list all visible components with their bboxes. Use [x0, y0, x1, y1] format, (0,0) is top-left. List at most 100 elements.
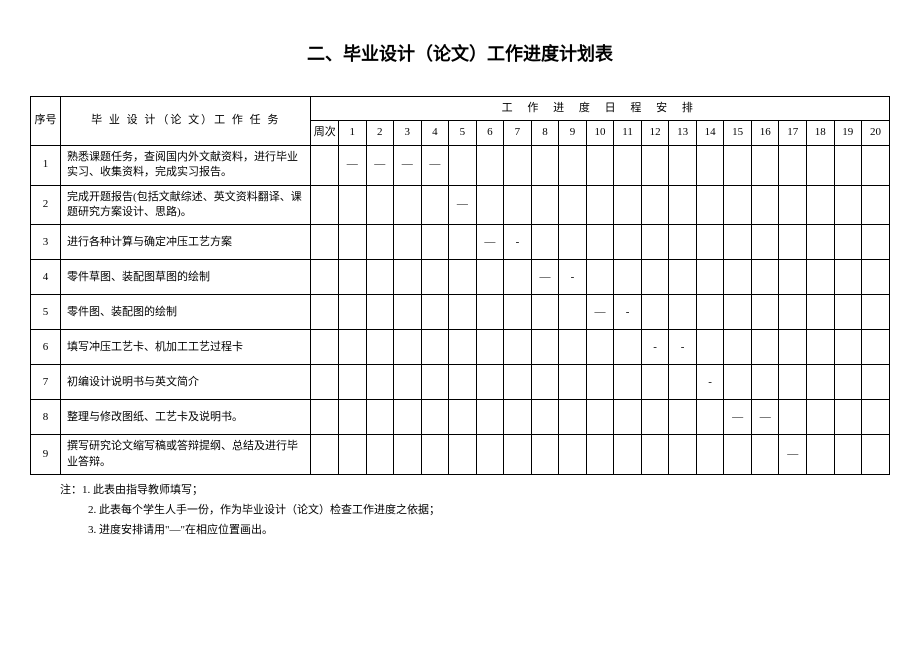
header-week-number: 3	[394, 121, 422, 145]
cell-mark	[807, 260, 835, 295]
cell-mark	[476, 295, 504, 330]
cell-mark	[834, 295, 862, 330]
note-line: 3. 进度安排请用"—"在相应位置画出。	[60, 521, 890, 541]
table-row: 3进行各种计算与确定冲压工艺方案—-	[31, 225, 890, 260]
cell-mark	[559, 295, 587, 330]
cell-mark	[421, 435, 449, 475]
cell-mark	[724, 260, 752, 295]
cell-mark	[559, 225, 587, 260]
page-title: 二、毕业设计（论文）工作进度计划表	[30, 40, 890, 66]
cell-mark	[696, 260, 724, 295]
cell-mark	[807, 400, 835, 435]
cell-mark	[614, 365, 642, 400]
cell-mark	[366, 295, 394, 330]
cell-mark	[862, 330, 890, 365]
cell-mark	[724, 185, 752, 225]
cell-mark	[531, 365, 559, 400]
cell-mark	[366, 260, 394, 295]
header-week-number: 17	[779, 121, 807, 145]
header-week-number: 5	[449, 121, 477, 145]
cell-mark	[394, 260, 422, 295]
cell-mark	[449, 330, 477, 365]
cell-mark: -	[559, 260, 587, 295]
cell-mark	[751, 225, 779, 260]
cell-mark	[449, 295, 477, 330]
cell-mark	[421, 330, 449, 365]
cell-mark	[421, 260, 449, 295]
cell-mark	[779, 400, 807, 435]
cell-seq: 8	[31, 400, 61, 435]
cell-mark	[696, 400, 724, 435]
table-row: 1熟悉课题任务，查阅国内外文献资料，进行毕业实习、收集资料，完成实习报告。———…	[31, 145, 890, 185]
cell-task: 撰写研究论文缩写稿或答辩提纲、总结及进行毕业答辩。	[61, 435, 311, 475]
cell-mark	[366, 365, 394, 400]
cell-mark: —	[366, 145, 394, 185]
cell-mark	[559, 435, 587, 475]
cell-mark	[476, 185, 504, 225]
cell-seq: 4	[31, 260, 61, 295]
cell-mark: —	[394, 145, 422, 185]
cell-mark	[862, 145, 890, 185]
cell-weeklabel-blank	[311, 435, 339, 475]
cell-mark	[779, 365, 807, 400]
cell-seq: 9	[31, 435, 61, 475]
header-week-number: 16	[751, 121, 779, 145]
cell-mark	[504, 365, 532, 400]
cell-mark	[394, 225, 422, 260]
header-week-number: 13	[669, 121, 697, 145]
cell-mark	[504, 145, 532, 185]
cell-task: 熟悉课题任务，查阅国内外文献资料，进行毕业实习、收集资料，完成实习报告。	[61, 145, 311, 185]
schedule-table: 序号 毕 业 设 计（论 文）工 作 任 务 工 作 进 度 日 程 安 排 周…	[30, 96, 890, 475]
cell-mark	[862, 185, 890, 225]
cell-mark	[641, 185, 669, 225]
cell-mark	[421, 185, 449, 225]
cell-mark: -	[696, 365, 724, 400]
cell-mark	[531, 145, 559, 185]
cell-mark	[669, 435, 697, 475]
cell-mark	[751, 365, 779, 400]
header-week-number: 12	[641, 121, 669, 145]
cell-mark: -	[504, 225, 532, 260]
cell-task: 完成开题报告(包括文献综述、英文资料翻译、课题研究方案设计、思路)。	[61, 185, 311, 225]
header-week-number: 8	[531, 121, 559, 145]
cell-mark	[504, 435, 532, 475]
cell-mark	[476, 435, 504, 475]
cell-mark	[669, 185, 697, 225]
cell-mark: —	[751, 400, 779, 435]
cell-mark	[614, 225, 642, 260]
cell-mark	[696, 145, 724, 185]
cell-mark	[531, 330, 559, 365]
cell-mark	[586, 365, 614, 400]
cell-mark	[394, 435, 422, 475]
cell-mark	[807, 365, 835, 400]
table-row: 7初编设计说明书与英文简介 -	[31, 365, 890, 400]
cell-mark	[724, 435, 752, 475]
cell-task: 初编设计说明书与英文简介	[61, 365, 311, 400]
cell-mark	[338, 225, 366, 260]
cell-mark	[862, 295, 890, 330]
cell-mark	[669, 295, 697, 330]
cell-mark	[586, 260, 614, 295]
cell-mark	[504, 295, 532, 330]
cell-mark: —	[531, 260, 559, 295]
cell-weeklabel-blank	[311, 260, 339, 295]
cell-mark	[862, 225, 890, 260]
cell-mark	[394, 400, 422, 435]
cell-mark	[696, 330, 724, 365]
cell-mark	[449, 225, 477, 260]
cell-mark	[614, 400, 642, 435]
cell-mark: —	[724, 400, 752, 435]
cell-mark	[338, 435, 366, 475]
cell-mark	[559, 185, 587, 225]
cell-mark	[504, 185, 532, 225]
header-week-number: 19	[834, 121, 862, 145]
cell-mark	[779, 260, 807, 295]
table-row: 2完成开题报告(包括文献综述、英文资料翻译、课题研究方案设计、思路)。—	[31, 185, 890, 225]
cell-seq: 7	[31, 365, 61, 400]
cell-mark	[751, 295, 779, 330]
cell-mark	[807, 295, 835, 330]
cell-mark	[586, 185, 614, 225]
cell-mark	[586, 400, 614, 435]
cell-mark	[669, 145, 697, 185]
cell-mark	[751, 185, 779, 225]
